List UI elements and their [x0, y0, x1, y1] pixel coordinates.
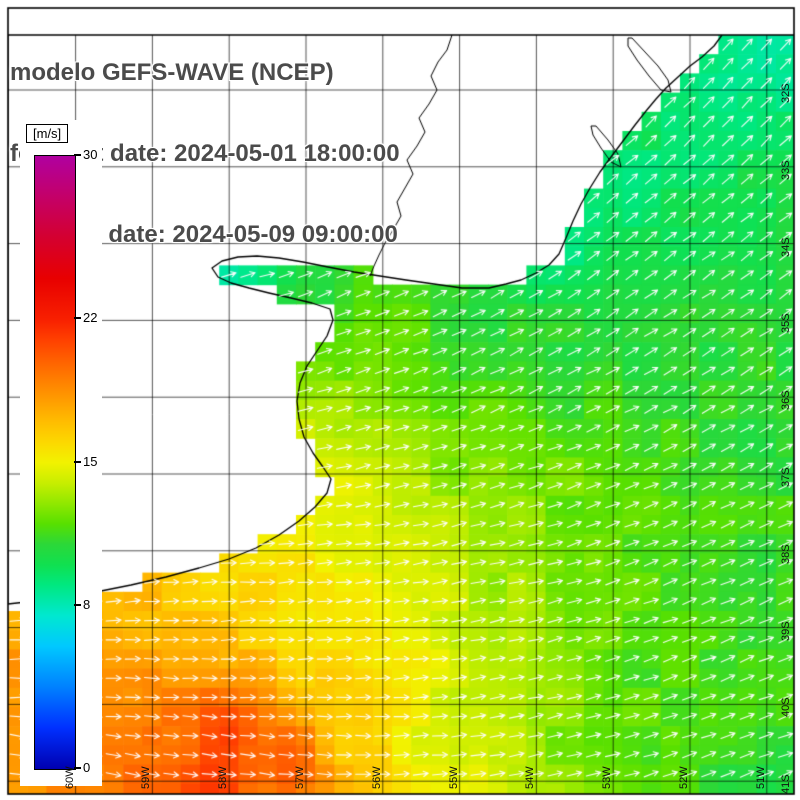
lon-label: 54W [524, 766, 537, 789]
lat-label: 40S [780, 697, 792, 718]
model-title: modelo GEFS-WAVE (NCEP) [10, 59, 334, 86]
lon-label: 59W [140, 766, 153, 789]
colorbar-tick-label: 15 [83, 453, 98, 469]
lat-label: 36S [780, 390, 792, 411]
colorbar-tick-mark [74, 767, 81, 769]
colorbar-tick-label: 30 [83, 147, 98, 162]
lon-label: 52W [678, 766, 690, 789]
colorbar [34, 155, 76, 770]
lat-label: 38S [780, 544, 792, 564]
lon-label: 58W [217, 766, 230, 789]
lat-label: 41S [780, 774, 792, 795]
lat-label: 33S [780, 160, 792, 180]
lon-label: 56W [370, 766, 383, 789]
colorbar-tick-label: 0 [83, 760, 91, 775]
legend-units-label: [m/s] [26, 124, 69, 143]
lon-label: 60W [63, 766, 76, 789]
lat-label: 35S [780, 313, 792, 334]
colorbar-tick-mark [74, 603, 81, 606]
colorbar-tick-mark [74, 154, 81, 156]
colorbar-tick-mark [74, 460, 81, 463]
lat-label: 37S [780, 467, 792, 487]
lat-label: 32S [780, 83, 792, 103]
lon-label: 55W [447, 766, 460, 789]
lat-label: 39S [780, 621, 792, 641]
colorbar-tick-mark [74, 317, 81, 320]
lon-label: 57W [294, 766, 306, 789]
lon-label: 53W [601, 766, 614, 789]
colorbar-tick-label: 22 [83, 310, 98, 326]
lat-label: 34S [780, 237, 792, 257]
colorbar-tick-label: 8 [83, 596, 91, 612]
colorbar-legend: [m/s] 30 22 15 8 0 [20, 120, 102, 786]
lon-label: 51W [754, 766, 767, 789]
